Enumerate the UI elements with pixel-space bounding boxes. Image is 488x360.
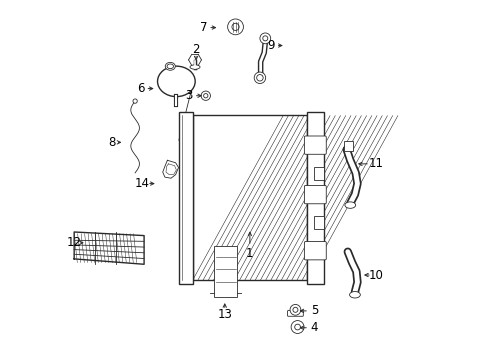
Circle shape: [260, 33, 270, 44]
Polygon shape: [163, 160, 178, 178]
FancyBboxPatch shape: [304, 136, 325, 154]
Text: 8: 8: [108, 136, 115, 149]
Text: 9: 9: [267, 39, 275, 52]
FancyBboxPatch shape: [304, 242, 325, 260]
Circle shape: [254, 72, 265, 84]
Bar: [344, 140, 352, 150]
Circle shape: [133, 99, 137, 103]
Ellipse shape: [157, 66, 195, 96]
Text: 14: 14: [135, 177, 149, 190]
Bar: [306, 112, 324, 284]
Text: 1: 1: [245, 247, 253, 260]
Circle shape: [262, 36, 267, 41]
Bar: [313, 167, 323, 180]
Text: 11: 11: [368, 157, 383, 170]
Text: 7: 7: [199, 21, 206, 34]
Ellipse shape: [167, 64, 173, 69]
Circle shape: [227, 19, 243, 35]
FancyBboxPatch shape: [287, 311, 303, 316]
Circle shape: [256, 75, 263, 81]
Polygon shape: [74, 232, 144, 264]
Circle shape: [289, 305, 300, 315]
Circle shape: [290, 320, 304, 333]
Bar: [179, 112, 192, 284]
Ellipse shape: [165, 62, 175, 70]
Circle shape: [201, 91, 210, 100]
Ellipse shape: [344, 202, 355, 208]
Circle shape: [292, 307, 297, 312]
Ellipse shape: [190, 65, 200, 69]
Circle shape: [203, 94, 207, 98]
Circle shape: [231, 23, 239, 31]
Text: 6: 6: [137, 82, 144, 95]
Bar: [313, 216, 323, 229]
Text: 4: 4: [310, 321, 318, 334]
Circle shape: [294, 324, 300, 330]
FancyBboxPatch shape: [304, 185, 325, 204]
Text: 2: 2: [192, 42, 200, 55]
Text: 3: 3: [185, 89, 192, 102]
Bar: [192, 116, 306, 280]
Text: 5: 5: [310, 305, 318, 318]
Text: 13: 13: [217, 308, 232, 321]
Bar: [192, 116, 306, 280]
Bar: [214, 246, 237, 297]
Text: 10: 10: [368, 269, 383, 282]
Text: 12: 12: [66, 236, 81, 249]
Ellipse shape: [349, 292, 360, 298]
